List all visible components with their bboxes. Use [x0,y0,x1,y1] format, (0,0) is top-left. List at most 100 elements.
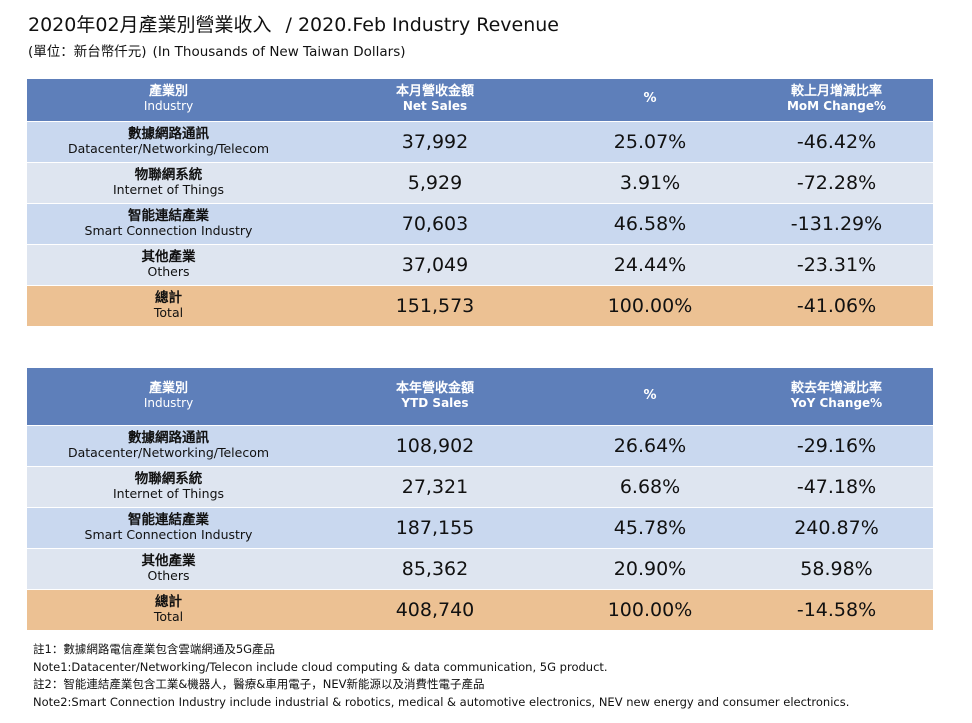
percent-cell: 6.68% [560,465,740,507]
industry-cell: 其他產業 Others [27,547,310,589]
header-en: Industry [143,395,194,410]
unit-en: (In Thousands of New Taiwan Dollars) [152,44,406,60]
header-zh: 較上月增減比率 [790,84,882,100]
industry-zh: 智能連結產業 [128,207,209,224]
table-row: 數據網路通訊 Datacenter/Networking/Telecom 37,9… [27,120,933,162]
change-cell: -131.29% [740,202,933,244]
industry-en: Datacenter/Networking/Telecom [67,445,270,461]
industry-en: Internet of Things [112,486,225,502]
industry-en: Smart Connection Industry [84,527,253,543]
header-zh: % [643,387,657,403]
sales-cell: 27,321 [310,465,560,507]
table-row: 智能連結產業 Smart Connection Industry 187,155 … [27,506,933,548]
change-cell: -41.06% [740,284,933,326]
change-cell: -46.42% [740,120,933,162]
industry-cell: 數據網路通訊 Datacenter/Networking/Telecom [27,424,310,466]
sales-cell: 408,740 [310,588,560,630]
change-cell: -23.31% [740,243,933,285]
column-header: 產業別 Industry [27,368,310,425]
header-zh: 本月營收金額 [395,84,474,100]
footnotes: 註1：數據網路電信產業包含雲端網通及5G產品 Note1:Datacenter/… [33,641,849,711]
industry-en: Datacenter/Networking/Telecom [67,141,270,157]
percent-cell: 100.00% [560,588,740,630]
unit-zh: (單位：新台幣仟元) [28,44,147,60]
header-zh: 產業別 [148,84,188,100]
title-en: / 2020.Feb Industry Revenue [285,14,559,36]
industry-zh: 其他產業 [141,248,196,265]
sales-cell: 70,603 [310,202,560,244]
column-header: 本年營收金額 YTD Sales [310,368,560,425]
table-row: 其他產業 Others 85,362 20.90% 58.98% [27,547,933,589]
percent-cell: 100.00% [560,284,740,326]
industry-cell: 總計 Total [27,284,310,326]
table-row: 物聯網系統 Internet of Things 27,321 6.68% -47… [27,465,933,507]
change-cell: -47.18% [740,465,933,507]
page-title: 2020年02月產業別營業收入 / 2020.Feb Industry Reven… [28,10,559,37]
industry-zh: 物聯網系統 [134,166,203,183]
header-zh: 產業別 [148,380,188,396]
header-en: YoY Change% [790,395,883,410]
industry-zh: 總計 [155,289,182,306]
header-en: MoM Change% [786,99,887,114]
industry-cell: 數據網路通訊 Datacenter/Networking/Telecom [27,120,310,162]
percent-cell: 45.78% [560,506,740,548]
percent-cell: 3.91% [560,161,740,203]
industry-cell: 智能連結產業 Smart Connection Industry [27,202,310,244]
industry-en: Others [147,568,190,584]
industry-cell: 其他產業 Others [27,243,310,285]
column-header: 產業別 Industry [27,79,310,121]
industry-zh: 數據網路通訊 [128,125,209,142]
industry-cell: 物聯網系統 Internet of Things [27,161,310,203]
note-1-en: Note1:Datacenter/Networking/Telecon incl… [33,659,608,674]
sales-cell: 5,929 [310,161,560,203]
industry-zh: 總計 [155,593,182,610]
header-row: 產業別 Industry 本年營收金額 YTD Sales% 較去年增減比率 YoY Ch… [27,368,933,425]
percent-cell: 46.58% [560,202,740,244]
percent-cell: 25.07% [560,120,740,162]
header-row: 產業別 Industry 本月營收金額 Net Sales% 較上月增減比率 MoM Ch… [27,79,933,121]
percent-cell: 20.90% [560,547,740,589]
table-row: 其他產業 Others 37,049 24.44% -23.31% [27,243,933,285]
column-header: 較上月增減比率 MoM Change% [740,79,933,121]
industry-en: Total [153,609,184,625]
ytd-revenue-table: 產業別 Industry 本年營收金額 YTD Sales% 較去年增減比率 YoY Ch… [27,368,933,630]
monthly-revenue-table: 產業別 Industry 本月營收金額 Net Sales% 較上月增減比率 MoM Ch… [27,79,933,326]
header-zh: 較去年增減比率 [790,380,882,396]
industry-cell: 總計 Total [27,588,310,630]
industry-zh: 數據網路通訊 [128,429,209,446]
industry-cell: 物聯網系統 Internet of Things [27,465,310,507]
sales-cell: 187,155 [310,506,560,548]
industry-zh: 物聯網系統 [134,470,203,487]
change-cell: 58.98% [740,547,933,589]
industry-en: Total [153,305,184,321]
industry-cell: 智能連結產業 Smart Connection Industry [27,506,310,548]
header-en: Net Sales [402,99,468,114]
table-row: 物聯網系統 Internet of Things 5,929 3.91% -72.… [27,161,933,203]
change-cell: -72.28% [740,161,933,203]
table-row: 智能連結產業 Smart Connection Industry 70,603 4… [27,202,933,244]
column-header: % [560,79,740,121]
industry-en: Smart Connection Industry [84,223,253,239]
industry-en: Others [147,264,190,280]
sales-cell: 151,573 [310,284,560,326]
industry-zh: 智能連結產業 [128,511,209,528]
note-2-en: Note2:Smart Connection Industry include … [33,694,850,709]
note-2-zh: 註2：智能連結產業包含工業&機器人，醫療&車用電子，NEV新能源以及消費性電子產… [33,677,485,691]
total-row: 總計 Total 408,740 100.00% -14.58% [27,588,933,630]
column-header: 較去年增減比率 YoY Change% [740,368,933,425]
title-zh: 2020年02月產業別營業收入 [28,14,272,36]
header-zh: 本年營收金額 [395,380,474,396]
header-en: Industry [143,99,194,114]
sales-cell: 37,992 [310,120,560,162]
total-row: 總計 Total 151,573 100.00% -41.06% [27,284,933,326]
sales-cell: 85,362 [310,547,560,589]
table-row: 數據網路通訊 Datacenter/Networking/Telecom 108,… [27,424,933,466]
percent-cell: 24.44% [560,243,740,285]
percent-cell: 26.64% [560,424,740,466]
column-header: % [560,368,740,425]
unit-note: (單位：新台幣仟元) (In Thousands of New Taiwan Do… [28,40,406,60]
column-header: 本月營收金額 Net Sales [310,79,560,121]
change-cell: -14.58% [740,588,933,630]
industry-zh: 其他產業 [141,552,196,569]
industry-en: Internet of Things [112,182,225,198]
